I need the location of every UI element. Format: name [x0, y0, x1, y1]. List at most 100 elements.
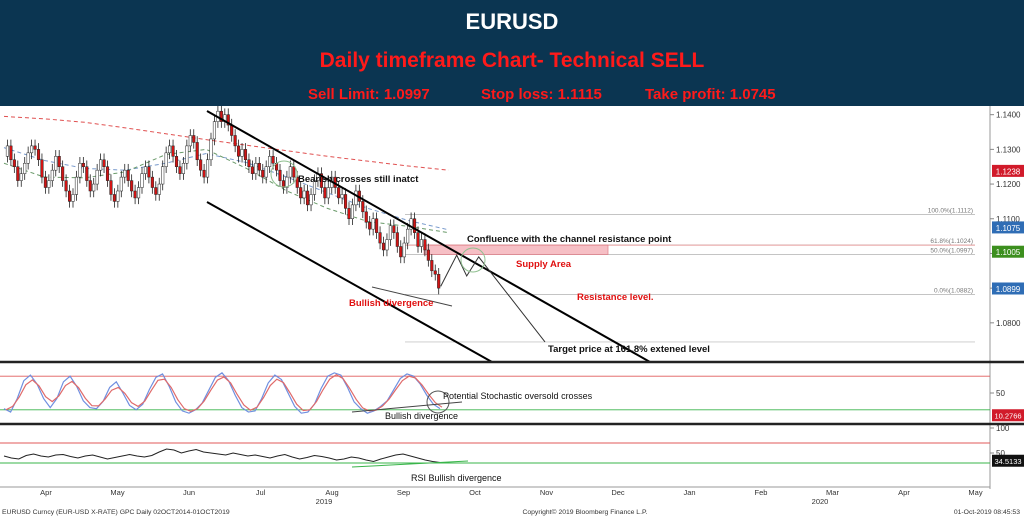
stoch-value-tag	[992, 409, 1024, 422]
candle-body	[181, 162, 185, 174]
candle-body	[68, 190, 72, 202]
chart-canvas: 1.14001.13001.12001.11001.10001.09001.08…	[0, 106, 1024, 516]
stop-loss-label: Stop loss: 1.1115	[481, 86, 602, 103]
candle-body	[178, 166, 182, 174]
candle-body	[171, 145, 175, 157]
candle-body	[368, 221, 372, 230]
candle-body	[12, 159, 16, 167]
candle-body	[302, 190, 306, 199]
candle-body	[337, 187, 341, 199]
candle-body	[116, 190, 120, 202]
candle-body	[168, 145, 172, 154]
candle-body	[209, 138, 213, 161]
candle-body	[237, 145, 241, 157]
candle-body	[74, 176, 79, 195]
candle-body	[85, 166, 89, 181]
annotation-confluence: Confluence with the channel resistance p…	[467, 234, 672, 245]
candle-body	[188, 135, 192, 147]
price-tag-label: 1.1238	[996, 167, 1021, 176]
candle-body	[347, 208, 351, 220]
rsi-tick-label: 100	[996, 424, 1010, 433]
time-axis-label: Sep	[397, 488, 410, 497]
candle-body	[157, 183, 161, 195]
candle-body	[309, 194, 313, 206]
year-label: 2020	[812, 497, 829, 506]
price-tag	[992, 245, 1024, 258]
candle-body	[233, 135, 237, 147]
time-axis-label: Apr	[898, 488, 910, 497]
rsi-annotation-divergence: RSI Bullish divergence	[411, 473, 502, 483]
projection-path	[440, 254, 546, 343]
candle-body	[112, 194, 116, 202]
price-tick-label: 1.1200	[996, 180, 1021, 189]
candle-body	[319, 173, 323, 188]
candle-body	[268, 156, 272, 167]
candle-body	[392, 225, 396, 233]
sell-limit-label: Sell Limit: 1.0997	[308, 86, 430, 103]
candle-body	[5, 145, 9, 157]
candle-body	[126, 169, 130, 181]
candle-body	[102, 159, 106, 167]
candle-body	[78, 162, 82, 178]
candle-body	[295, 176, 299, 188]
candle-body	[399, 246, 403, 258]
candle-body	[388, 225, 392, 240]
candle-body	[174, 156, 179, 167]
stoch-annotation-divergence: Bullish divergence	[385, 411, 458, 421]
fib-level-label: 50.0%(1.0997)	[930, 247, 973, 254]
candle-body	[64, 180, 68, 192]
candle-body	[381, 242, 386, 251]
candle-body	[364, 211, 368, 223]
candle-body	[344, 194, 348, 209]
stoch-k-line	[3, 372, 441, 414]
candle-body	[402, 242, 406, 258]
time-axis-label: Mar	[826, 488, 839, 497]
time-axis-label: Apr	[40, 488, 52, 497]
candle-body	[226, 114, 230, 126]
divergence-line	[371, 286, 453, 307]
stoch-annotation-oversold: Potential Stochastic oversold crosses	[443, 391, 593, 401]
annotation-target: Target price at 161.8% extened level	[548, 344, 710, 355]
candle-body	[243, 149, 248, 161]
candle-body	[281, 180, 285, 188]
chart-header: EURUSD Daily timeframe Chart- Technical …	[0, 0, 1024, 106]
bearish-cross-circle	[270, 160, 298, 188]
price-tag	[992, 164, 1024, 177]
annotation-supply-area: Supply Area	[516, 259, 572, 270]
confluence-circle	[460, 247, 486, 273]
year-label: 2019	[316, 497, 333, 506]
candle-body	[326, 187, 330, 199]
candle-body	[247, 159, 251, 167]
candle-body	[437, 274, 441, 289]
candle-body	[199, 159, 203, 171]
price-tick-label: 1.1400	[996, 111, 1021, 120]
candle-body	[26, 152, 30, 164]
fib-level-label: 100.0%(1.1112)	[928, 208, 973, 215]
stoch-cross-circle	[426, 390, 450, 414]
price-tag	[992, 282, 1024, 295]
candle-body	[150, 176, 154, 188]
take-profit-label: Take profit: 1.0745	[645, 86, 776, 103]
candle-body	[416, 232, 420, 247]
time-axis-label: Nov	[540, 488, 554, 497]
time-axis-label: Oct	[469, 488, 482, 497]
candle-body	[278, 169, 282, 181]
annotation-resistance: Resistance level.	[577, 292, 654, 303]
chart-title: EURUSD	[465, 9, 559, 34]
candle-body	[323, 187, 327, 199]
trade-levels: Sell Limit: 1.0997 Stop loss: 1.1115 Tak…	[0, 86, 1024, 106]
candle-body	[61, 166, 65, 181]
candle-body	[9, 145, 13, 161]
candle-body	[271, 156, 275, 164]
price-tick-label: 1.1300	[996, 145, 1021, 154]
candle-body	[119, 176, 123, 192]
time-axis-label: Feb	[755, 488, 768, 497]
candle-body	[354, 190, 358, 206]
candle-body	[30, 145, 34, 154]
candle-body	[130, 180, 134, 192]
candle-body	[92, 183, 96, 192]
candle-body	[123, 169, 127, 178]
candle-body	[161, 166, 165, 185]
rsi-tick-label: 50	[996, 449, 1005, 458]
candle-body	[212, 121, 216, 140]
